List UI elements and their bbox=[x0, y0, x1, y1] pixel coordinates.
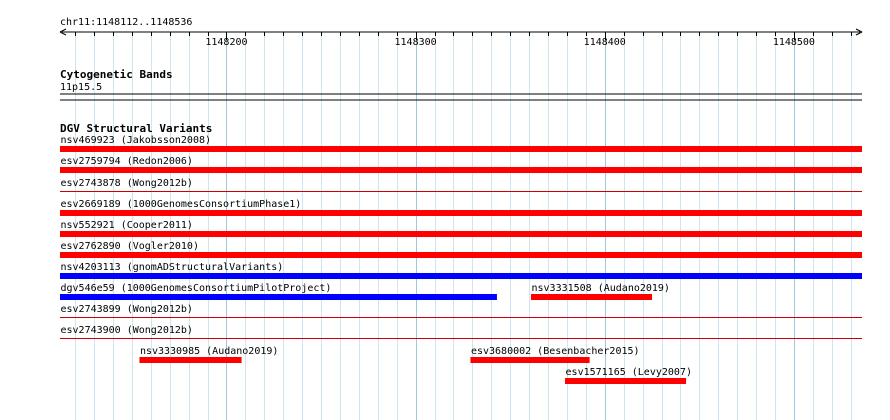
dgv-feature-bar[interactable] bbox=[60, 210, 862, 216]
ruler: chr11:1148112..1148536 1148200 1148300 114… bbox=[59, 17, 863, 48]
dgv-feature-label[interactable]: nsv3331508 (Audano2019) bbox=[531, 283, 669, 294]
dgv-feature-label[interactable]: esv2669189 (1000GenomesConsortiumPhase1) bbox=[61, 199, 302, 210]
dgv-feature[interactable]: nsv552921 (Cooper2011) bbox=[60, 220, 862, 237]
dgv-feature[interactable]: esv3680002 (Besenbacher2015) bbox=[470, 346, 640, 363]
dgv-feature-bar[interactable] bbox=[60, 167, 862, 173]
ruler-tick-labels: 1148200 1148300 1148400 1148500 bbox=[205, 37, 815, 48]
dgv-feature-bar[interactable] bbox=[139, 357, 242, 363]
dgv-feature-bar[interactable] bbox=[530, 294, 653, 300]
dgv-feature[interactable]: dgv546e59 (1000GenomesConsortiumPilotPro… bbox=[60, 283, 497, 300]
dgv-feature-label[interactable]: esv2743899 (Wong2012b) bbox=[61, 304, 193, 315]
ruler-tick-label: 1148400 bbox=[584, 37, 626, 48]
dgv-feature-bar[interactable] bbox=[470, 357, 590, 363]
dgv-feature-label[interactable]: esv2743900 (Wong2012b) bbox=[61, 325, 193, 336]
dgv-feature[interactable]: esv1571165 (Levy2007) bbox=[565, 367, 692, 384]
dgv-feature-label[interactable]: nsv3330985 (Audano2019) bbox=[140, 346, 278, 357]
ruler-tick-label: 1148500 bbox=[773, 37, 815, 48]
dgv-feature-label[interactable]: nsv4203113 (gnomADStructuralVariants) bbox=[61, 262, 284, 273]
dgv-feature[interactable]: nsv469923 (Jakobsson2008) bbox=[60, 135, 862, 152]
dgv-feature-bar[interactable] bbox=[60, 294, 497, 300]
dgv-feature-label[interactable]: esv2759794 (Redon2006) bbox=[61, 156, 193, 167]
dgv-track-title: DGV Structural Variants bbox=[60, 122, 212, 135]
dgv-feature[interactable]: esv2743900 (Wong2012b) bbox=[60, 325, 862, 339]
position-label: chr11:1148112..1148536 bbox=[60, 17, 192, 28]
dgv-feature-bar[interactable] bbox=[60, 252, 862, 258]
dgv-feature-label[interactable]: nsv552921 (Cooper2011) bbox=[61, 220, 193, 231]
ruler-tick-label: 1148200 bbox=[205, 37, 247, 48]
dgv-feature[interactable]: esv2669189 (1000GenomesConsortiumPhase1) bbox=[60, 199, 862, 216]
ruler-ticks bbox=[75, 32, 852, 40]
dgv-feature[interactable]: nsv3331508 (Audano2019) bbox=[530, 283, 670, 300]
dgv-feature[interactable]: esv2743878 (Wong2012b) bbox=[60, 178, 862, 192]
ruler-left-arrow bbox=[59, 28, 67, 36]
dgv-feature-bar[interactable] bbox=[60, 191, 862, 192]
ruler-right-arrow bbox=[855, 28, 863, 36]
cytoband-label: 11p15.5 bbox=[60, 82, 102, 93]
cytoband-track-title: Cytogenetic Bands bbox=[60, 68, 173, 81]
dgv-feature-label[interactable]: esv1571165 (Levy2007) bbox=[566, 367, 692, 378]
dgv-feature-label[interactable]: dgv546e59 (1000GenomesConsortiumPilotPro… bbox=[61, 283, 332, 294]
dgv-feature[interactable]: esv2759794 (Redon2006) bbox=[60, 156, 862, 173]
cytoband-track: Cytogenetic Bands 11p15.5 bbox=[60, 68, 862, 101]
dgv-feature-label[interactable]: esv2743878 (Wong2012b) bbox=[61, 178, 193, 189]
dgv-features: nsv469923 (Jakobsson2008) esv2759794 (Red… bbox=[60, 135, 862, 384]
dgv-feature-label[interactable]: nsv469923 (Jakobsson2008) bbox=[61, 135, 212, 146]
dgv-feature-bar[interactable] bbox=[60, 317, 862, 318]
dgv-feature-bar[interactable] bbox=[565, 378, 687, 384]
dgv-feature-bar[interactable] bbox=[60, 273, 862, 279]
dgv-feature-label[interactable]: esv2762890 (Vogler2010) bbox=[61, 241, 199, 252]
dgv-feature-bar[interactable] bbox=[60, 146, 862, 152]
dgv-feature[interactable]: nsv3330985 (Audano2019) bbox=[139, 346, 278, 363]
dgv-feature-bar[interactable] bbox=[60, 338, 862, 339]
dgv-feature[interactable]: esv2743899 (Wong2012b) bbox=[60, 304, 862, 318]
dgv-feature[interactable]: nsv4203113 (gnomADStructuralVariants) bbox=[60, 262, 862, 279]
dgv-feature-bar[interactable] bbox=[60, 231, 862, 237]
ruler-tick-label: 1148300 bbox=[395, 37, 437, 48]
dgv-feature-label[interactable]: esv3680002 (Besenbacher2015) bbox=[471, 346, 640, 357]
dgv-track: DGV Structural Variants nsv469923 (Jakob… bbox=[60, 122, 862, 384]
dgv-feature[interactable]: esv2762890 (Vogler2010) bbox=[60, 241, 862, 258]
